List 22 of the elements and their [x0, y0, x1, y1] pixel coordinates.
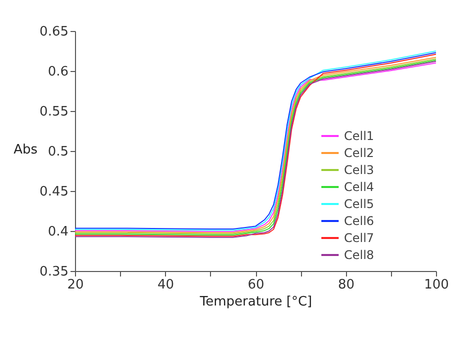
x-tick-label: 60 — [248, 278, 264, 292]
y-axis-title: Abs — [14, 142, 38, 158]
y-tick-label: 0.65 — [40, 24, 68, 40]
x-tick-label: 40 — [157, 278, 174, 292]
legend-label: Cell8 — [344, 248, 374, 262]
legend-label: Cell7 — [344, 231, 374, 245]
y-tick-label: 0.35 — [40, 264, 68, 280]
legend-label: Cell6 — [344, 214, 374, 228]
y-tick-label: 0.5 — [48, 144, 68, 160]
y-tick-label: 0.4 — [48, 224, 68, 240]
x-tick-label: 20 — [67, 278, 84, 292]
x-tick-label: 100 — [424, 278, 449, 292]
legend-label: Cell5 — [344, 197, 374, 211]
y-tick-label: 0.45 — [40, 184, 68, 200]
legend-label: Cell2 — [344, 146, 374, 160]
legend-label: Cell4 — [344, 180, 374, 194]
y-tick-label: 0.55 — [40, 104, 68, 120]
legend-label: Cell1 — [344, 129, 374, 143]
y-tick-label: 0.6 — [48, 64, 68, 80]
x-tick-label: 80 — [338, 278, 355, 292]
legend-label: Cell3 — [344, 163, 374, 177]
x-axis-title: Temperature [°C] — [198, 294, 312, 310]
